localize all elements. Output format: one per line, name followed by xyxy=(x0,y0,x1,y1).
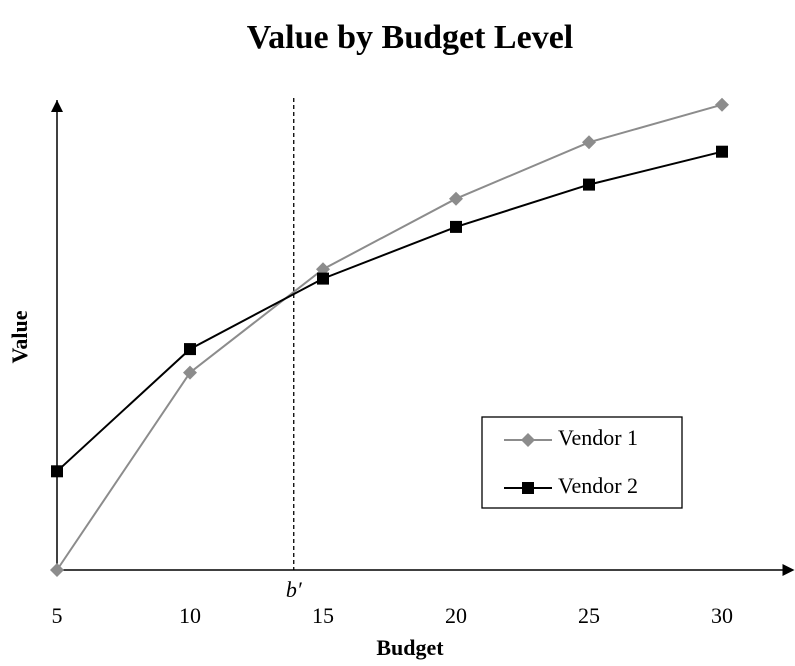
legend-label: Vendor 2 xyxy=(558,473,638,498)
data-point xyxy=(450,220,462,233)
data-point xyxy=(183,365,197,380)
chart-title: Value by Budget Level xyxy=(247,19,574,56)
y-axis-arrow xyxy=(51,100,63,112)
legend-marker xyxy=(522,482,534,494)
series-line xyxy=(56,103,723,571)
data-point xyxy=(582,135,596,150)
x-tick-label: 10 xyxy=(179,603,201,628)
data-point xyxy=(50,563,64,577)
x-tick-label: 20 xyxy=(445,603,467,628)
data-point xyxy=(317,272,329,285)
y-axis-title: Value xyxy=(7,310,32,363)
x-axis-arrow xyxy=(782,564,795,576)
legend-label: Vendor 1 xyxy=(558,425,638,450)
x-tick-label: 15 xyxy=(312,603,334,628)
data-point xyxy=(184,343,196,356)
data-point xyxy=(449,191,463,206)
x-tick-label: 25 xyxy=(578,603,600,628)
x-tick-label: 5 xyxy=(52,603,63,628)
data-point xyxy=(583,178,595,191)
annotation-label: b′ xyxy=(286,577,303,602)
data-point xyxy=(51,465,63,478)
legend-box xyxy=(481,416,683,509)
data-point xyxy=(716,145,728,158)
x-tick-label: 30 xyxy=(711,603,733,628)
data-point xyxy=(715,97,729,112)
x-axis-title: Budget xyxy=(376,635,444,660)
legend-marker xyxy=(521,433,535,447)
series-line xyxy=(56,150,723,473)
